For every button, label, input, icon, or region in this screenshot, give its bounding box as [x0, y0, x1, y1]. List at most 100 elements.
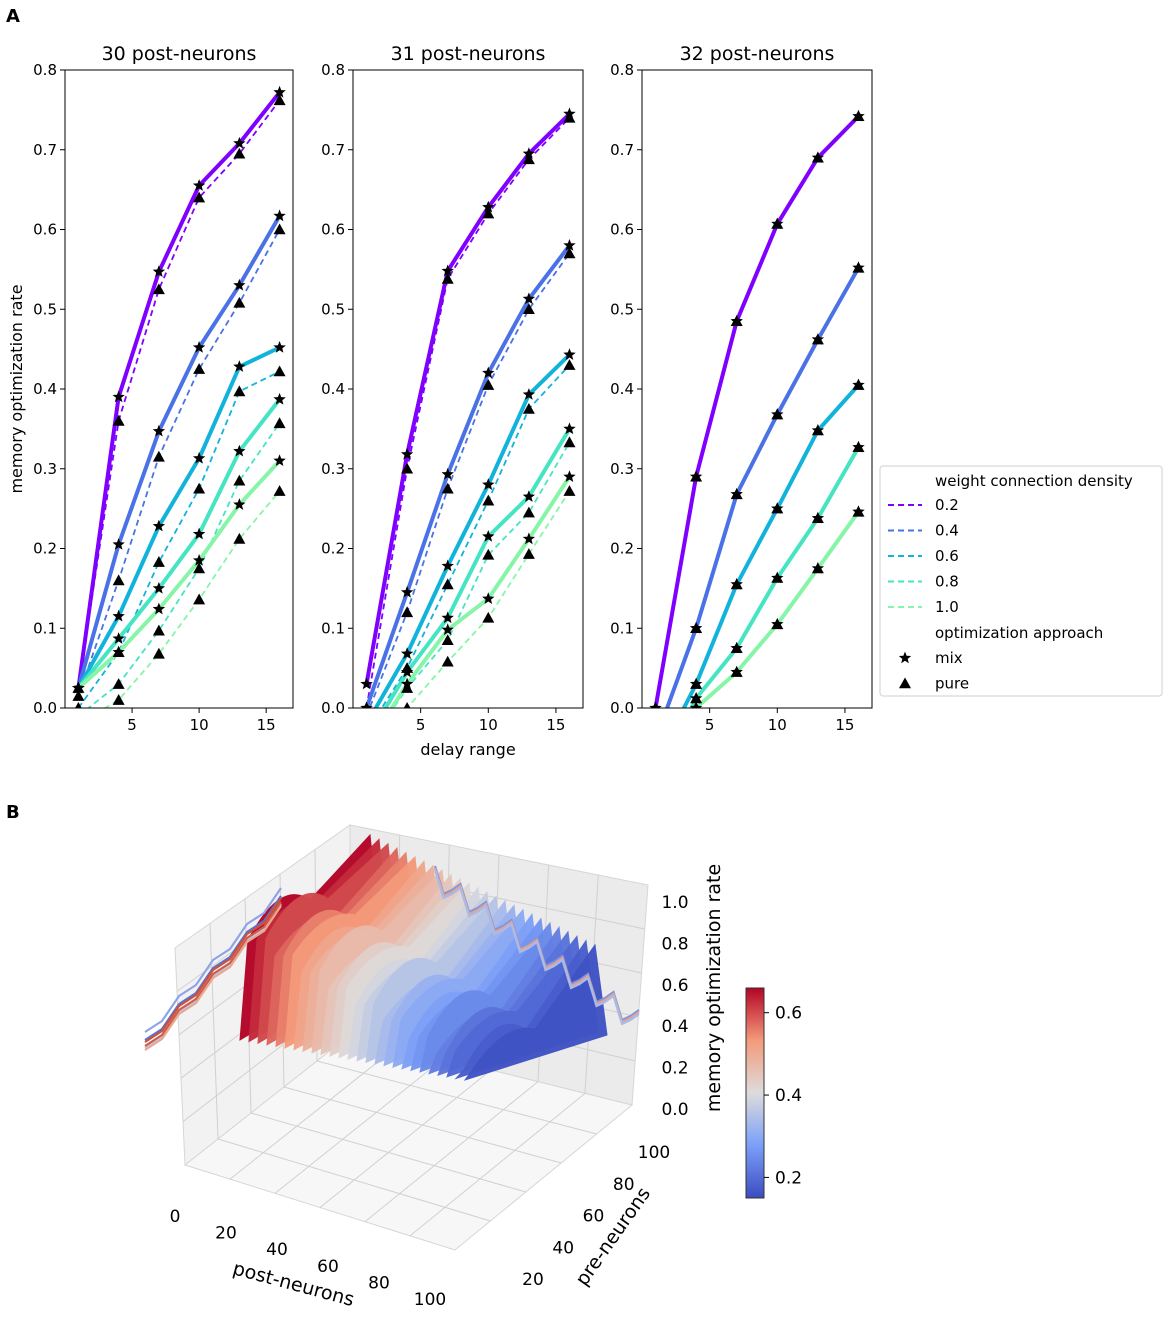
data-point-mix [233, 498, 246, 510]
y-tick-label-3d: 80 [613, 1175, 635, 1195]
x-tick-label: 15 [835, 716, 854, 734]
series-line-mix-0.6 [373, 353, 571, 708]
y-tick-label-3d: 100 [638, 1143, 670, 1163]
series-line-mix-0.4 [364, 244, 572, 708]
data-point-pure [771, 502, 784, 514]
legend-marker-star [898, 651, 912, 664]
data-point-mix [112, 538, 125, 550]
data-point-pure [811, 512, 824, 523]
y-tick-label: 0.2 [321, 540, 345, 558]
plot-frame [641, 69, 873, 709]
series-line-pure-0.6 [77, 370, 280, 708]
y-tick-label: 0.8 [321, 61, 345, 79]
data-point-pure [152, 556, 165, 567]
surface-ribbon [454, 939, 599, 1080]
projection-line [144, 895, 282, 1041]
y-tick-label: 0.0 [610, 699, 634, 717]
data-point-mix [360, 677, 373, 690]
surface [239, 833, 608, 1081]
data-point-pure [152, 450, 165, 462]
data-point-pure [692, 702, 700, 708]
projection-left-pane [144, 887, 282, 1051]
data-point-mix [192, 341, 206, 353]
data-point-mix [152, 602, 166, 615]
data-point-pure [273, 94, 286, 106]
legend-item-mix: mix [935, 649, 963, 667]
data-point-mix [563, 470, 576, 482]
y-tick-label: 0.6 [321, 221, 345, 239]
data-point-mix [482, 592, 495, 604]
series-line-mix-0.6 [681, 383, 860, 708]
data-point-pure [233, 532, 246, 544]
y-tick-label: 0.8 [610, 61, 634, 79]
plot-frame [352, 69, 584, 709]
data-point-mix [112, 645, 125, 658]
data-point-mix [273, 85, 286, 98]
z-tick-label-3d: 0.2 [661, 1059, 688, 1079]
y-tick-label: 0.2 [610, 540, 634, 558]
data-point-pure [75, 702, 82, 708]
data-point-pure [811, 151, 824, 163]
data-point-mix [522, 532, 536, 545]
data-point-mix [400, 677, 414, 690]
data-point-pure [441, 578, 454, 590]
series-line-mix-0.2 [76, 91, 282, 689]
data-point-mix [112, 632, 125, 644]
data-point-pure [482, 207, 495, 219]
chart-title: 31 post-neurons [391, 43, 546, 65]
plot-frame [64, 69, 294, 709]
series-line-mix-0.6 [76, 345, 281, 690]
panel-label-b: B [6, 802, 20, 823]
data-point-mix [233, 444, 246, 457]
x-tick-label: 5 [127, 716, 137, 734]
y-tick-label: 0.4 [321, 380, 345, 398]
y-tick-label: 0.0 [321, 699, 345, 717]
y-axis-label: memory optimization rate [7, 284, 26, 493]
series-line-pure-0.2 [77, 99, 281, 689]
data-point-pure [852, 505, 865, 517]
data-point-mix [441, 559, 454, 572]
series-line-mix-0.4 [664, 266, 861, 708]
legend-density-title: weight connection density [935, 472, 1133, 490]
y-tick-label: 0.5 [33, 300, 57, 318]
data-point-mix [522, 147, 536, 159]
y-tick-label: 0.1 [321, 619, 345, 637]
data-point-mix [400, 665, 414, 678]
y-tick-label: 0.2 [33, 540, 57, 558]
data-point-mix [233, 278, 246, 291]
data-point-mix [522, 388, 536, 400]
series-line-pure-0.4 [368, 252, 571, 708]
data-point-pure [563, 111, 576, 123]
data-point-pure [112, 414, 125, 426]
y-tick-label: 0.1 [610, 619, 634, 637]
data-point-pure [690, 678, 703, 689]
data-point-pure [563, 436, 576, 448]
line-chart-3: 32 post-neurons 0.0 0.1 0.2 0.3 0.4 0.5 0.6 0.7 0… [610, 43, 873, 734]
data-point-pure [233, 296, 246, 308]
projection-back-pane [433, 865, 640, 1026]
data-point-pure [152, 647, 165, 659]
series-line-pure-1.0 [405, 490, 571, 708]
projection-line [144, 905, 282, 1051]
data-point-pure [771, 217, 784, 229]
series-line-pure-0.4 [77, 229, 281, 697]
data-point-pure [233, 474, 246, 486]
z-axis-label-3d: memory optimization rate [703, 864, 725, 1112]
colorbar-tick-label: 0.2 [775, 1168, 802, 1188]
data-point-pure [441, 655, 454, 667]
y-tick-label: 0.3 [610, 460, 634, 478]
legend-item-0.4: 0.4 [935, 522, 959, 540]
data-point-mix [192, 527, 206, 540]
data-point-pure [193, 562, 206, 574]
x-tick-label-3d: 20 [215, 1224, 237, 1244]
data-point-mix [563, 422, 576, 435]
data-point-pure [273, 365, 286, 377]
series-line-pure-0.2 [365, 117, 571, 708]
data-point-pure [522, 506, 535, 518]
data-point-mix [233, 360, 246, 372]
z-tick-label-3d: 0.8 [661, 934, 688, 954]
data-point-mix [563, 348, 576, 360]
series-line-pure-1.0 [103, 490, 281, 708]
chart-title: 32 post-neurons [680, 43, 835, 65]
